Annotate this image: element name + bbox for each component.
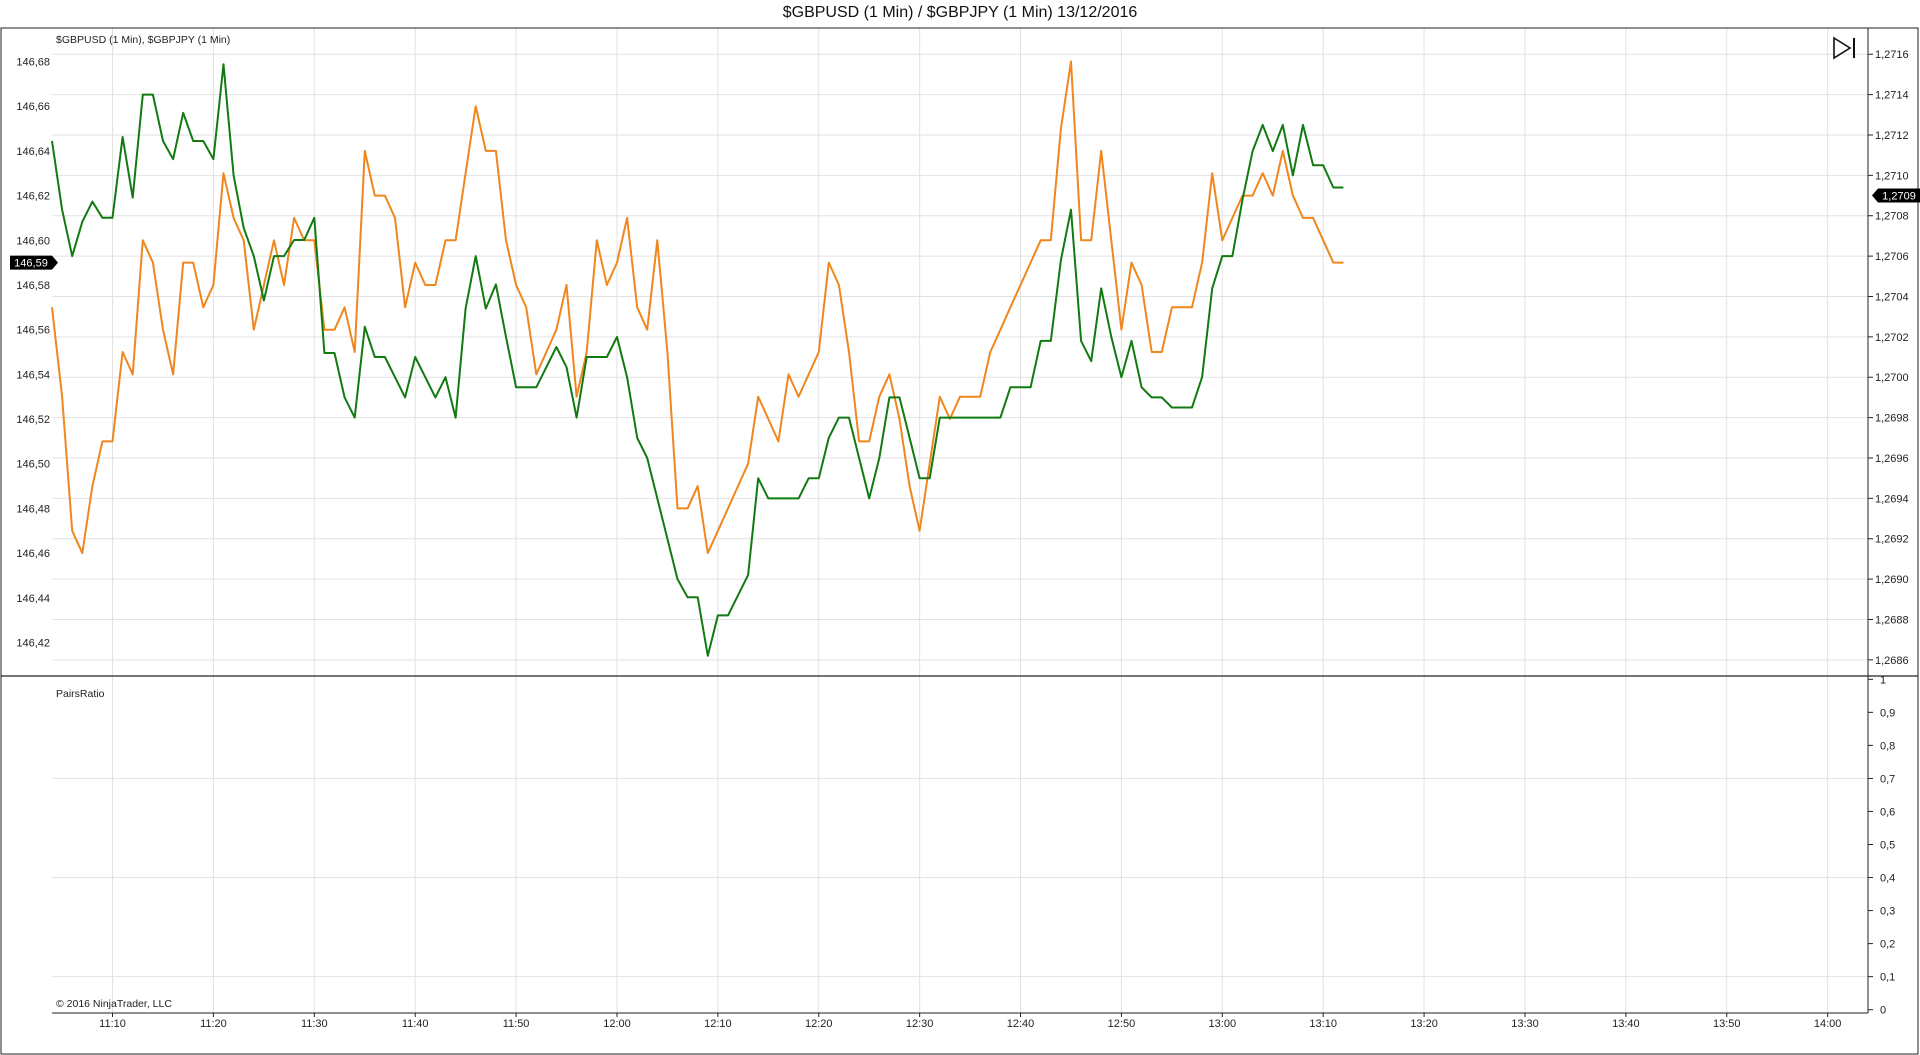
left-axis-tick-label: 146,54 <box>16 369 50 381</box>
x-tick-label: 13:30 <box>1511 1018 1539 1030</box>
copyright-text: © 2016 NinjaTrader, LLC <box>56 998 172 1010</box>
left-axis-tick-label: 146,56 <box>16 325 50 337</box>
ratio-axis-tick-label: 0,5 <box>1880 840 1895 852</box>
left-axis-tick-label: 146,58 <box>16 280 50 292</box>
ratio-axis-tick-label: 0 <box>1880 1005 1886 1017</box>
right-axis-tick-label: 1,2686 <box>1875 655 1909 667</box>
x-tick-label: 12:10 <box>704 1018 732 1030</box>
left-axis-tick-label: 146,62 <box>16 191 50 203</box>
left-axis-tick-label: 146,46 <box>16 548 50 560</box>
left-axis-tick-label: 146,42 <box>16 637 50 649</box>
x-tick-label: 11:30 <box>301 1018 328 1030</box>
x-tick-label: 11:50 <box>503 1018 530 1030</box>
scroll-to-end-icon[interactable] <box>1832 36 1858 60</box>
right-axis-tick-label: 1,2696 <box>1875 453 1909 465</box>
left-axis-tick-label: 146,52 <box>16 414 50 426</box>
right-axis-tick-label: 1,2710 <box>1875 170 1909 182</box>
price-badges: 146,59 1,2709 <box>10 188 1920 270</box>
right-axis-tick-label: 1,2714 <box>1875 90 1909 102</box>
outer-frame <box>0 27 1919 1055</box>
x-tick-label: 13:40 <box>1612 1018 1640 1030</box>
ratio-axis-tick-label: 0,2 <box>1880 939 1895 951</box>
right-axis-tick-label: 1,2690 <box>1875 574 1909 586</box>
left-axis-tick-label: 146,48 <box>16 503 50 515</box>
x-tick-label: 13:50 <box>1713 1018 1741 1030</box>
right-axis-tick-label: 1,2694 <box>1875 493 1909 505</box>
chart-title: $GBPUSD (1 Min) / $GBPJPY (1 Min) 13/12/… <box>782 4 1138 21</box>
right-axis-tick-label: 1,2688 <box>1875 614 1909 626</box>
grid <box>52 28 1868 1013</box>
x-tick-label: 13:10 <box>1309 1018 1337 1030</box>
ratio-axis-tick-label: 0,1 <box>1880 972 1895 984</box>
right-axis-tick-label: 1,2708 <box>1875 211 1909 223</box>
x-tick-label: 12:40 <box>1007 1018 1035 1030</box>
left-axis-tick-label: 146,66 <box>16 101 50 113</box>
series-line-gbpusd <box>51 63 1344 657</box>
x-tick-label: 13:00 <box>1209 1018 1237 1030</box>
left-axis-tick-label: 146,44 <box>16 593 50 605</box>
left-price-badge: 146,59 <box>14 258 48 270</box>
right-axis-tick-label: 1,2712 <box>1875 130 1909 142</box>
right-axis-tick-label: 1,2702 <box>1875 332 1909 344</box>
left-price-badge-bg <box>10 255 58 270</box>
x-tick-label: 13:20 <box>1410 1018 1438 1030</box>
ratio-panel-label: PairsRatio <box>56 688 105 700</box>
ratio-axis-tick-label: 0,4 <box>1880 873 1895 885</box>
series-layer <box>51 60 1344 657</box>
right-axis-tick-label: 1,2706 <box>1875 251 1909 263</box>
left-axis-tick-label: 146,60 <box>16 235 50 247</box>
ratio-axis-tick-label: 1 <box>1880 674 1886 686</box>
x-tick-label: 11:10 <box>99 1018 126 1030</box>
right-price-badge: 1,2709 <box>1882 191 1916 203</box>
right-price-badge-bg <box>1872 188 1920 203</box>
right-axis-tick-label: 1,2716 <box>1875 49 1909 61</box>
x-tick-label: 11:40 <box>402 1018 429 1030</box>
x-tick-label: 12:00 <box>603 1018 631 1030</box>
left-axis-tick-label: 146,64 <box>16 146 50 158</box>
x-tick-label: 14:00 <box>1814 1018 1842 1030</box>
left-axis-tick-label: 146,50 <box>16 459 50 471</box>
x-tick-label: 12:20 <box>805 1018 833 1030</box>
ratio-axis-tick-label: 0,9 <box>1880 707 1895 719</box>
right-axis-tick-label: 1,2698 <box>1875 413 1909 425</box>
left-axis-tick-label: 146,68 <box>16 57 50 69</box>
x-tick-label: 12:50 <box>1108 1018 1136 1030</box>
axes: 11:10 11:20 11:30 11:40 11:50 12:00 12:10 12:20… <box>16 49 1908 1030</box>
chart-frame <box>0 27 1919 1055</box>
x-tick-label: 11:20 <box>200 1018 227 1030</box>
x-tick-label: 12:30 <box>906 1018 934 1030</box>
series-line-gbpjpy <box>51 60 1344 555</box>
ratio-axis-tick-label: 0,6 <box>1880 806 1895 818</box>
ratio-axis-tick-label: 0,7 <box>1880 773 1895 785</box>
ratio-axis-tick-label: 0,3 <box>1880 906 1895 918</box>
right-axis-tick-label: 1,2700 <box>1875 372 1909 384</box>
right-axis-tick-label: 1,2704 <box>1875 291 1909 303</box>
right-axis-tick-label: 1,2692 <box>1875 534 1909 546</box>
price-panel-label: $GBPUSD (1 Min), $GBPJPY (1 Min) <box>56 34 230 46</box>
ratio-axis-tick-label: 0,8 <box>1880 740 1895 752</box>
